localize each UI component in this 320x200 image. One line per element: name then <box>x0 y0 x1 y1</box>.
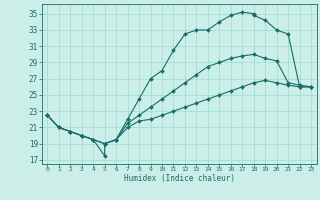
X-axis label: Humidex (Indice chaleur): Humidex (Indice chaleur) <box>124 174 235 183</box>
